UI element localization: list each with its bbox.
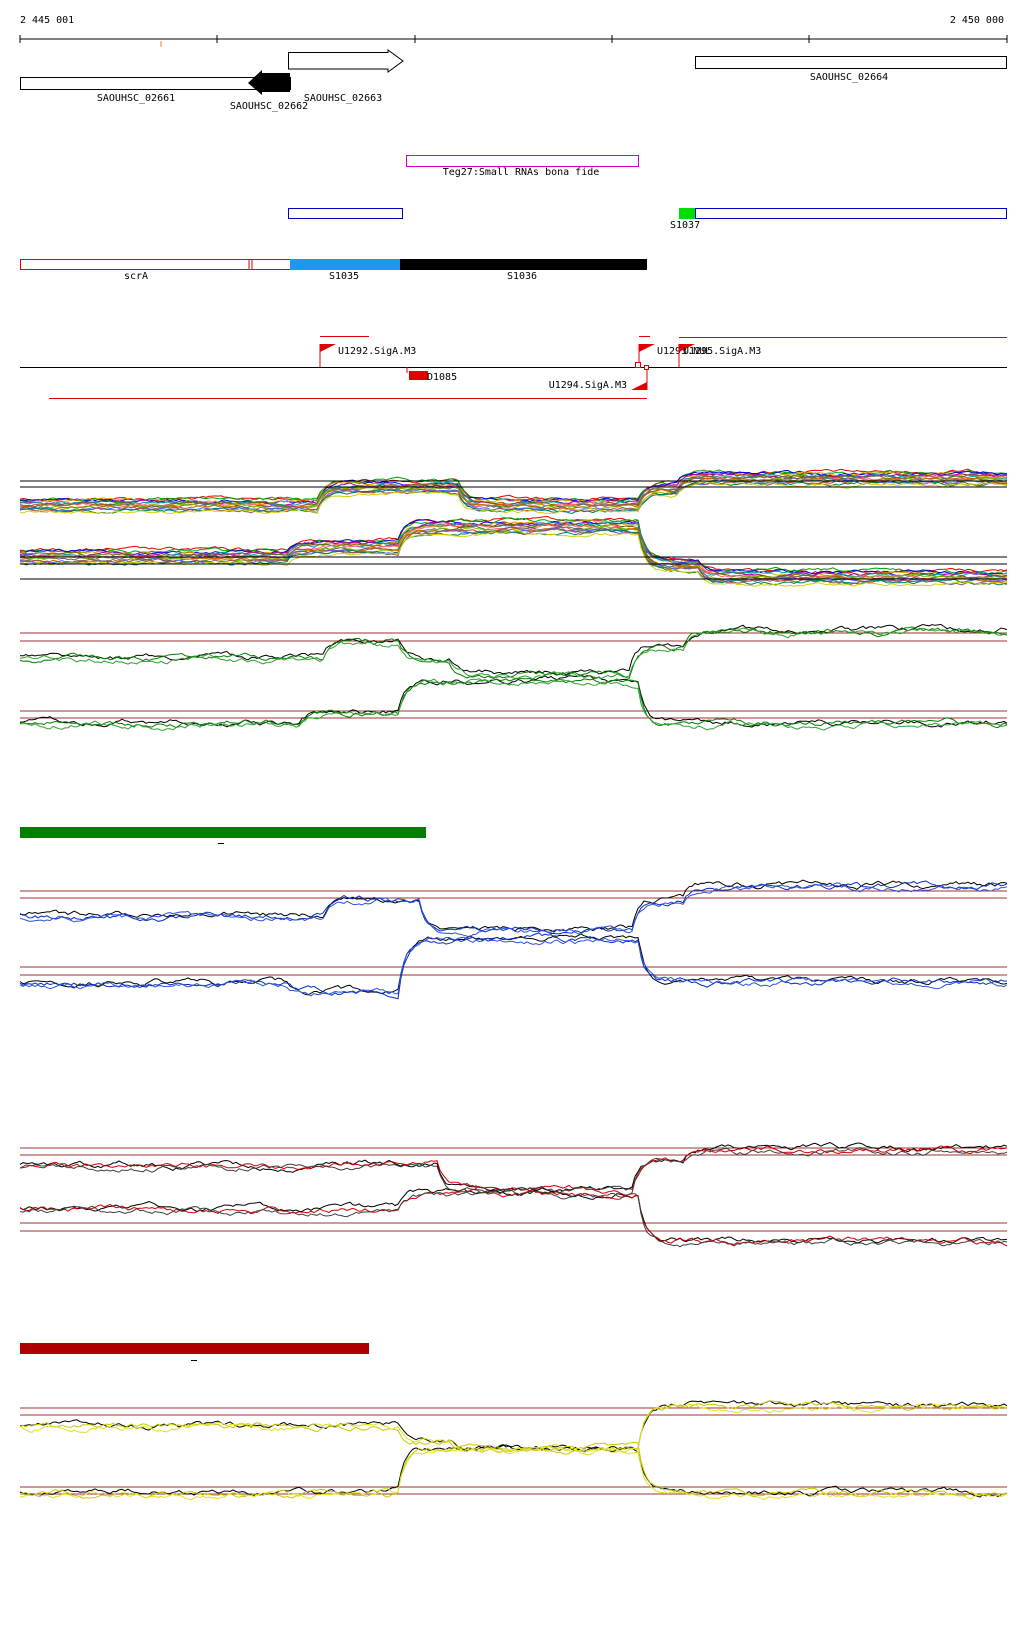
srna-box — [406, 155, 639, 167]
coverage-bar — [20, 1343, 369, 1354]
signal-line — [19, 1188, 1008, 1244]
signal-line — [19, 1188, 1008, 1247]
promoter-box — [409, 371, 428, 380]
promoter-box — [635, 362, 641, 368]
promoter-flag — [631, 382, 647, 390]
gene-label: SAOUHSC_02662 — [230, 101, 308, 112]
signal-line — [19, 882, 1008, 938]
signal-line — [20, 880, 1008, 935]
gene-label: SAOUHSC_02664 — [810, 72, 888, 83]
signal-line — [19, 677, 1008, 729]
promoter-flag — [679, 344, 695, 352]
ruler-marker — [160, 41, 162, 47]
segment-box — [400, 259, 647, 270]
signal-line — [19, 933, 1008, 996]
segment-label: S1037 — [670, 220, 700, 231]
signal-line — [19, 529, 1008, 587]
promoter-label: U1295.SigA.M3 — [683, 346, 761, 357]
signal-line — [19, 526, 1008, 583]
promoter-label: U1293.NUL — [657, 346, 711, 357]
signal-line — [19, 521, 1008, 578]
signal-line — [19, 525, 1008, 581]
gene-label: SAOUHSC_02663 — [304, 93, 382, 104]
segment-label: S1036 — [507, 271, 537, 282]
coverage-bar — [20, 827, 426, 838]
segment-label: scrA — [124, 271, 148, 282]
signal-line — [19, 480, 1008, 515]
signal-line — [19, 469, 1008, 504]
segment-box — [288, 208, 403, 219]
signal-line — [19, 932, 1008, 1000]
segment-label: S1035 — [329, 271, 359, 282]
signal-line — [19, 627, 1008, 680]
segment-box — [20, 259, 291, 270]
promoter-label: U1294.SigA.M3 — [549, 380, 627, 391]
signal-line — [19, 879, 1008, 933]
signal-line — [19, 1147, 1008, 1195]
signal-line — [19, 1402, 1008, 1455]
signal-line — [19, 674, 1008, 728]
gene-label: SAOUHSC_02661 — [97, 93, 175, 104]
gene — [695, 56, 1007, 69]
promoter-box — [644, 365, 649, 370]
segment-box — [679, 208, 695, 219]
signal-line — [19, 623, 1008, 676]
signal-line — [19, 517, 1008, 576]
signal-line — [20, 529, 1008, 586]
segment-box — [695, 208, 1007, 219]
signal-line — [19, 1444, 1008, 1501]
ruler-axis — [19, 35, 1008, 43]
signal-line — [19, 626, 1008, 680]
signal-line — [19, 1444, 1008, 1498]
gene-arrow — [248, 70, 290, 95]
signal-line — [19, 678, 1008, 731]
signal-tracks — [19, 468, 1008, 1501]
promoter-flag — [639, 344, 655, 352]
signal-line — [19, 936, 1008, 997]
signal-line — [19, 519, 1008, 578]
signal-line — [19, 1145, 1008, 1196]
segment-box — [290, 259, 400, 270]
signal-line — [19, 474, 1008, 508]
signal-line — [19, 481, 1008, 515]
signal-line — [20, 477, 1007, 511]
signal-line — [19, 525, 1008, 582]
promoter-label: U1292.SigA.M3 — [338, 346, 416, 357]
signal-line — [19, 1441, 1008, 1499]
promoter-flag — [320, 344, 336, 352]
gene-arrow — [288, 49, 404, 73]
ruler-start: 2 445 001 — [20, 15, 74, 26]
ruler-end: 2 450 000 — [950, 15, 1004, 26]
srna-label: Teg27:Small RNAs bona fide — [443, 167, 600, 178]
gene — [20, 77, 291, 90]
signal-line — [19, 1188, 1008, 1248]
promoter-label: D1085 — [427, 372, 457, 383]
